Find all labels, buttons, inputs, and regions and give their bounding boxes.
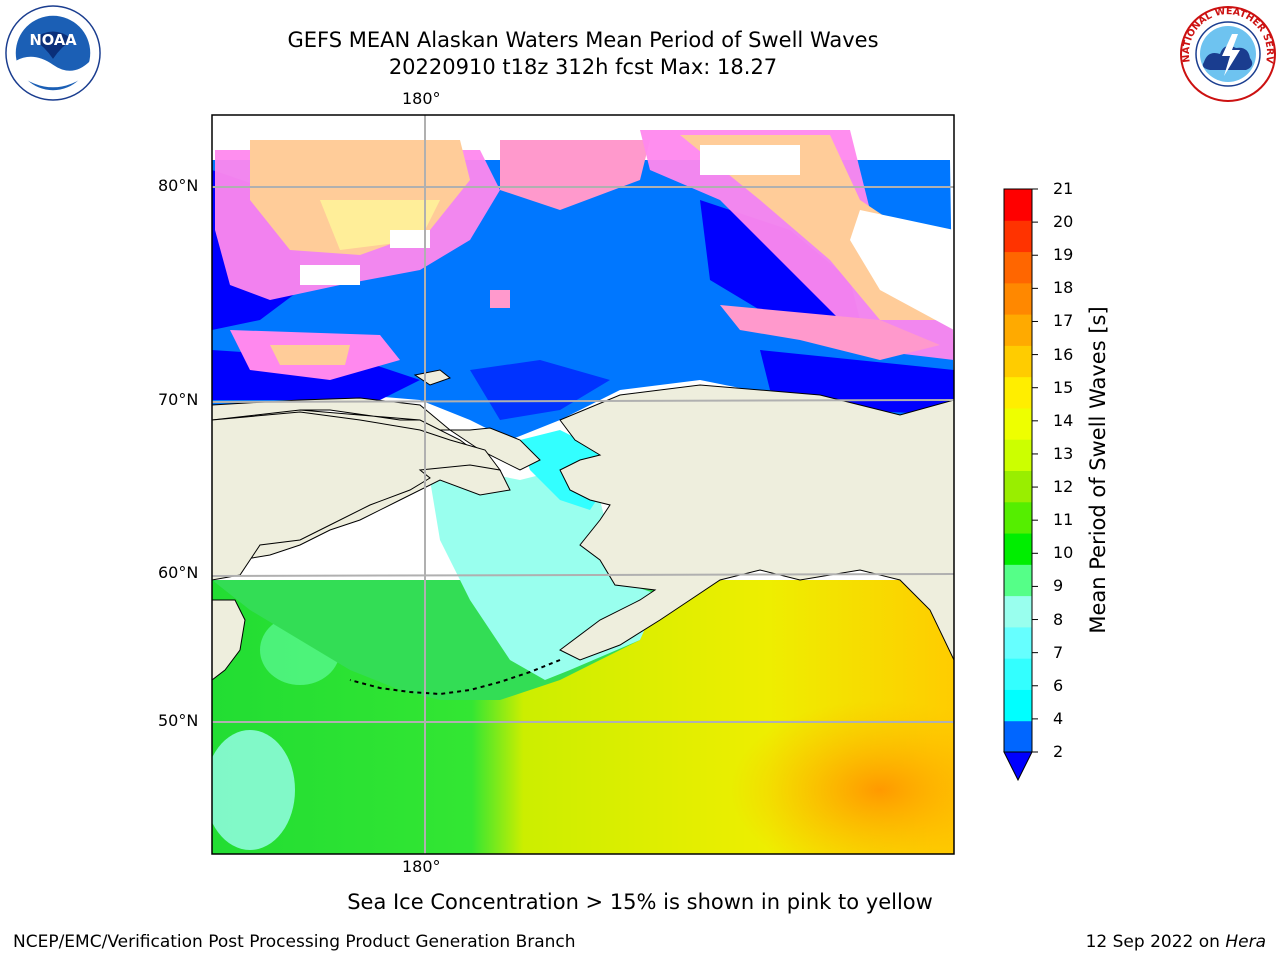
- map-frame: [211, 114, 955, 855]
- colorbar-tick-label: 13: [1053, 443, 1074, 463]
- map-area: [212, 115, 954, 854]
- lon-label-bottom: 180°: [402, 857, 441, 876]
- colorbar-segment: [1004, 595, 1032, 628]
- colorbar-frame: [1003, 188, 1033, 753]
- colorbar-tick-label: 10: [1053, 543, 1074, 563]
- colorbar-tick-label: 19: [1053, 245, 1074, 265]
- colorbar-segment: [1004, 658, 1032, 690]
- colorbar-tick-label: 16: [1053, 344, 1074, 364]
- colorbar-tick-label: 9: [1053, 576, 1064, 596]
- graticule: [212, 115, 954, 854]
- colorbar-segment: [1004, 626, 1032, 659]
- footer-date: 12 Sep 2022 on Hera: [1086, 932, 1266, 952]
- noaa-logo: NOAA: [5, 5, 101, 101]
- colorbar-label: Mean Period of Swell Waves [s]: [1086, 306, 1110, 634]
- colorbar-segment: [1004, 470, 1032, 503]
- colorbar-tick-label: 6: [1053, 675, 1064, 695]
- colorbar-segment: [1004, 282, 1032, 315]
- map-subtitle: 20220910 t18z 312h fcst Max: 18.27: [388, 55, 778, 79]
- colorbar-segment: [1004, 720, 1032, 753]
- footer-machine: Hera: [1225, 932, 1266, 952]
- lat-label-50: 50°N: [158, 711, 199, 730]
- colorbar-tick-label: 12: [1053, 477, 1074, 497]
- colorbar-segment: [1004, 689, 1032, 722]
- colorbar-segment: [1004, 220, 1032, 253]
- lat-label-80: 80°N: [158, 176, 199, 195]
- colorbar-tick-label: 21: [1053, 179, 1074, 198]
- colorbar-segment: [1004, 533, 1032, 565]
- colorbar-tick-label: 15: [1053, 377, 1074, 397]
- colorbar-segment: [1004, 439, 1032, 471]
- colorbar-segment: [1004, 501, 1032, 534]
- footer-date-text: 12 Sep 2022 on: [1085, 932, 1220, 952]
- kamchatka-land: [212, 599, 246, 681]
- colorbar-tick-label: 7: [1053, 642, 1064, 662]
- colorbar-tick-label: 20: [1053, 212, 1074, 232]
- lat-label-70: 70°N: [158, 390, 199, 409]
- nws-logo: NATIONAL WEATHER SERVICE: [1178, 4, 1276, 102]
- alaska-land: [559, 384, 954, 661]
- long-period-swell-area: [730, 700, 954, 854]
- colorbar-segment: [1004, 251, 1032, 284]
- colorbar-tick-label: 8: [1053, 609, 1064, 629]
- footer-branch: NCEP/EMC/Verification Post Processing Pr…: [13, 932, 576, 952]
- colorbar-segment: [1004, 564, 1032, 597]
- colorbar-tick-label: 11: [1053, 510, 1074, 530]
- colorbar-segment: [1004, 345, 1032, 378]
- colorbar-tick-label: 17: [1053, 311, 1074, 331]
- map-title: GEFS MEAN Alaskan Waters Mean Period of …: [287, 28, 879, 52]
- noaa-logo-text: NOAA: [29, 32, 77, 49]
- lon-label-top: 180°: [402, 89, 441, 108]
- colorbar-tick-label: 14: [1053, 410, 1074, 430]
- colorbar-tick-label: 2: [1053, 742, 1064, 761]
- colorbar-under-arrow: [1003, 751, 1033, 782]
- colorbar-tick-label: 4: [1053, 708, 1064, 728]
- lat-label-60: 60°N: [158, 563, 199, 582]
- colorbar-segment: [1004, 407, 1032, 440]
- colorbar-segment: [1004, 314, 1032, 346]
- colorbar-segment: [1004, 189, 1032, 221]
- colorbar-tick-label: 18: [1053, 278, 1074, 298]
- colorbar-segment: [1004, 376, 1032, 409]
- colorbar: [1003, 188, 1038, 782]
- sea-ice-note: Sea Ice Concentration > 15% is shown in …: [347, 890, 933, 914]
